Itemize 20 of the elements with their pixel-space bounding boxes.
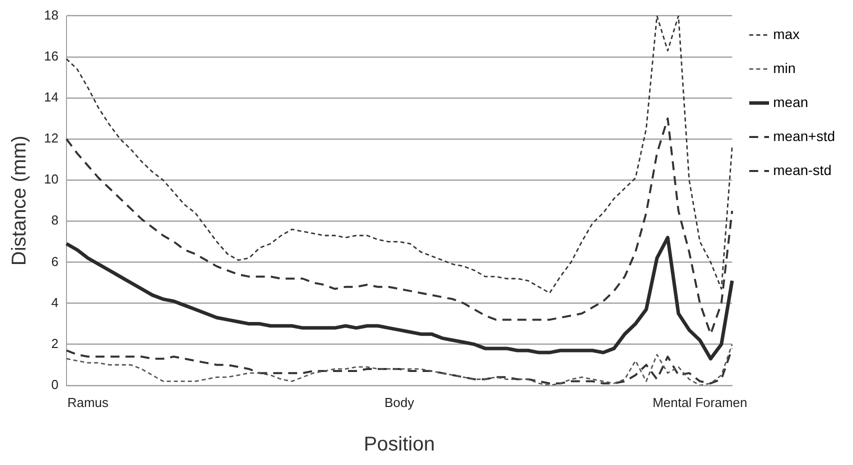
y-tick-label: 2 — [51, 336, 58, 351]
legend-label: max — [773, 26, 800, 42]
y-tick-label: 14 — [44, 90, 58, 105]
legend-label: min — [773, 60, 796, 76]
legend-label: mean+std — [773, 128, 836, 144]
legend-label: mean — [773, 94, 808, 110]
y-tick-label: 8 — [51, 212, 58, 228]
y-tick-label: 16 — [44, 48, 58, 64]
legend-label: mean-std — [773, 162, 832, 178]
y-tick-label: 18 — [44, 7, 58, 22]
y-axis-title: Distance (mm) — [8, 136, 31, 266]
x-tick-label: Ramus — [67, 394, 110, 410]
x-axis-title: Position — [364, 434, 435, 456]
y-tick-label: 6 — [51, 254, 58, 269]
y-tick-label: 10 — [44, 172, 58, 187]
y-tick-label: 0 — [51, 376, 58, 392]
y-tick-label: 4 — [51, 294, 58, 310]
y-tick-label: 12 — [44, 130, 58, 146]
x-tick-label: Mental Foramen — [652, 394, 748, 410]
x-tick-label: Body — [384, 394, 415, 410]
